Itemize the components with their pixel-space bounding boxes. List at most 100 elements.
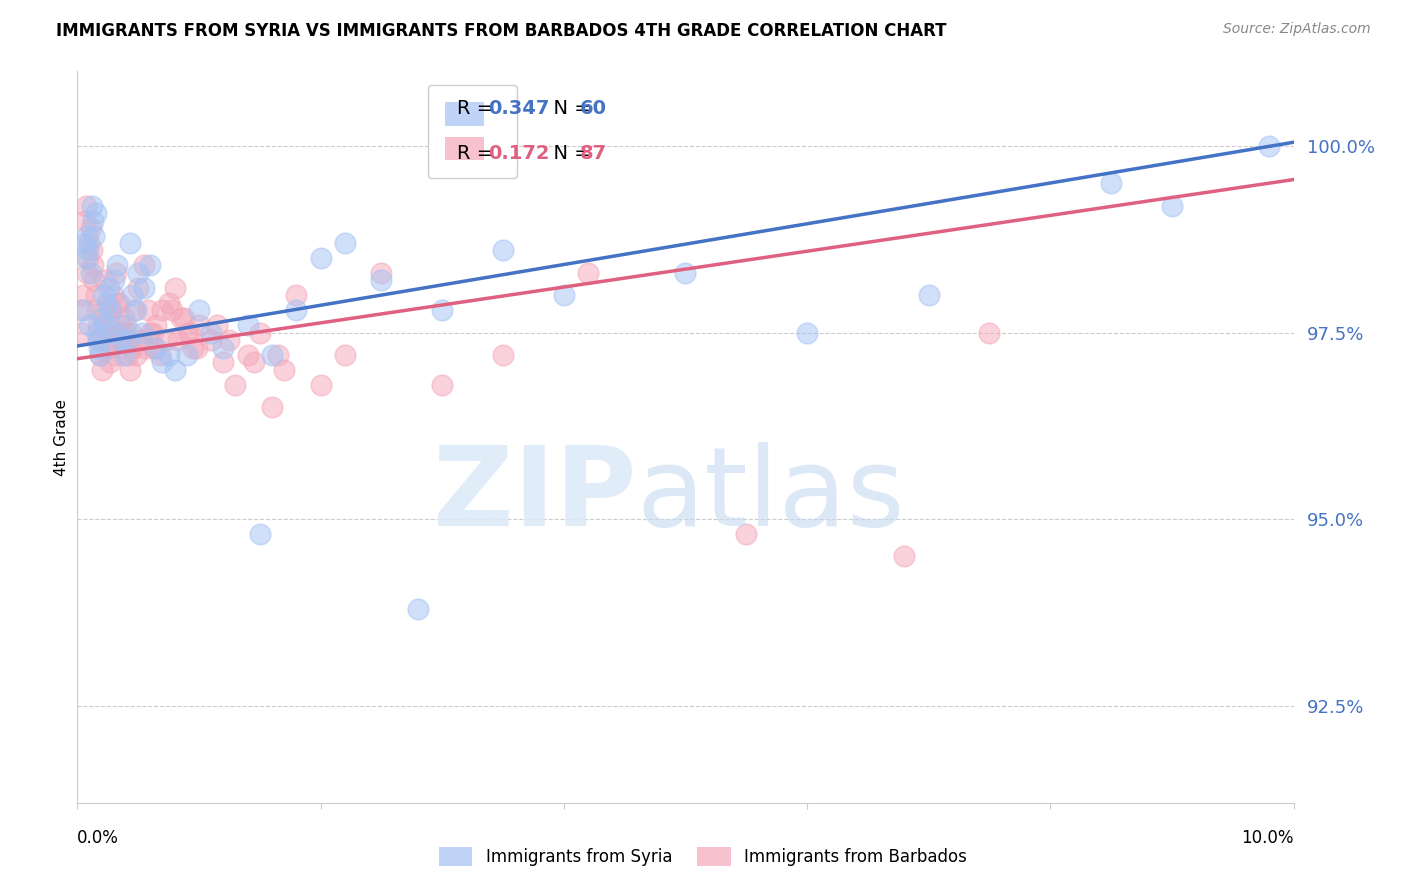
Point (105, 266, 128, 280)
Point (115, 326, 138, 340)
Point (118, 363, 141, 377)
Point (309, 377, 332, 392)
Point (115, 318, 138, 332)
Point (91, 326, 114, 340)
Point (79, 318, 101, 332)
Point (96, 295, 118, 310)
Point (97, 281, 120, 295)
Text: 0.172: 0.172 (488, 145, 550, 163)
Point (117, 333, 139, 347)
Point (93, 288, 115, 302)
Point (72, 288, 94, 302)
Text: atlas: atlas (637, 442, 905, 549)
Point (267, 348, 290, 362)
Point (576, 266, 599, 280)
Point (107, 259, 129, 273)
Text: ZIP: ZIP (433, 442, 637, 549)
Point (111, 333, 134, 347)
Point (134, 341, 156, 355)
Point (160, 303, 183, 318)
Point (492, 348, 515, 362)
Text: Source: ZipAtlas.com: Source: ZipAtlas.com (1223, 22, 1371, 37)
Point (918, 288, 941, 302)
Point (103, 273, 125, 287)
Point (125, 303, 148, 318)
Point (260, 401, 283, 415)
Point (121, 341, 143, 355)
Point (370, 266, 392, 280)
Point (333, 348, 356, 362)
Point (134, 281, 156, 295)
Point (107, 295, 129, 310)
Point (103, 333, 125, 347)
Point (979, 326, 1001, 340)
Point (179, 326, 201, 340)
Point (157, 348, 180, 362)
Point (1099, 177, 1122, 191)
Point (84, 288, 107, 302)
Point (83, 273, 105, 287)
Point (249, 527, 271, 541)
Point (89, 348, 111, 362)
Point (101, 288, 124, 302)
Text: IMMIGRANTS FROM SYRIA VS IMMIGRANTS FROM BARBADOS 4TH GRADE CORRELATION CHART: IMMIGRANTS FROM SYRIA VS IMMIGRANTS FROM… (56, 22, 946, 40)
Point (97, 341, 120, 355)
Point (87, 333, 110, 347)
Point (893, 549, 915, 564)
Point (73, 213, 96, 227)
Point (155, 333, 177, 347)
Point (145, 341, 167, 355)
Point (76, 266, 98, 280)
Point (170, 310, 193, 325)
Point (82, 259, 104, 273)
Point (79, 235, 101, 250)
Point (86, 303, 108, 318)
Point (75, 199, 97, 213)
Point (163, 363, 186, 377)
Point (181, 341, 204, 355)
Point (200, 333, 222, 347)
Point (236, 348, 259, 362)
Point (242, 355, 264, 369)
Point (127, 281, 149, 295)
Text: 0.347: 0.347 (488, 99, 550, 119)
Point (90, 363, 112, 377)
Point (96, 326, 118, 340)
Point (90, 310, 112, 325)
Point (75, 251, 97, 265)
Point (72, 303, 94, 318)
Point (97, 318, 120, 332)
Point (77, 251, 100, 265)
Point (142, 326, 165, 340)
Legend: , : , (427, 85, 517, 178)
Point (136, 303, 159, 318)
Point (176, 326, 198, 340)
Point (80, 266, 103, 280)
Text: R =: R = (457, 99, 499, 119)
Point (117, 348, 139, 362)
Point (163, 281, 186, 295)
Point (333, 235, 356, 250)
Point (430, 303, 453, 318)
Point (100, 303, 122, 318)
Point (406, 601, 429, 615)
Point (139, 259, 162, 273)
Point (76, 228, 98, 243)
Point (186, 341, 208, 355)
Point (107, 295, 129, 310)
Point (735, 527, 758, 541)
Text: N =: N = (541, 145, 598, 163)
Point (77, 244, 100, 258)
Point (212, 355, 235, 369)
Point (127, 266, 149, 280)
Point (100, 303, 122, 318)
Point (70, 303, 93, 318)
Point (80, 244, 103, 258)
Point (675, 266, 697, 280)
Point (94, 318, 117, 332)
Point (89, 333, 111, 347)
Point (212, 341, 235, 355)
Point (121, 288, 143, 302)
Point (1258, 139, 1281, 153)
Point (80, 221, 103, 235)
